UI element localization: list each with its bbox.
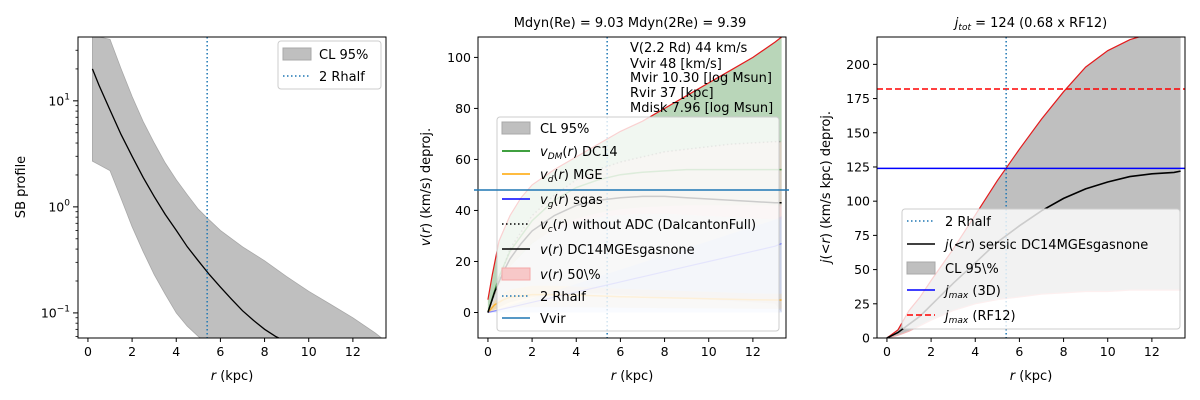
jr-ticks: 0 2 4 6 8 10 12 0 25 50 75 100 125 150 175 200 — [846, 57, 1160, 359]
annotation-mdisk: Mdisk 7.96 [log Msun] — [630, 101, 773, 116]
sb-legend: CL 95% 2 Rhalf — [277, 40, 382, 90]
jr-x-axis-label: r (kpc) — [1010, 369, 1053, 384]
x-tick-label: 0 — [84, 344, 92, 359]
y-tick-label: 101 — [48, 92, 70, 108]
legend-vvir-label: Vvir — [540, 312, 566, 327]
velocity-annotations: V(2.2 Rd) 44 km/s Vvir 48 [km/s] Mvir 10… — [630, 41, 773, 116]
y-tick-label: 100 — [48, 198, 70, 214]
x-tick-label: 0 — [883, 344, 891, 359]
y-tick-label: 200 — [846, 57, 870, 72]
jr-legend-box — [901, 208, 1181, 330]
legend-50pct-label: v(r) 50\% — [540, 268, 601, 283]
y-tick-label: 125 — [846, 159, 870, 174]
sb-ticks: 0 2 4 6 8 10 12 10−1 100 101 — [41, 49, 361, 359]
y-tick-label: 100 — [447, 50, 471, 65]
x-tick-label: 8 — [1060, 344, 1068, 359]
y-tick-label: 100 — [846, 194, 870, 209]
jr-legend-rhalf-label: 2 Rhalf — [945, 215, 991, 230]
velocity-axes-frame — [477, 36, 787, 339]
y-tick-label: 175 — [846, 91, 870, 106]
sb-legend-rhalf-label: 2 Rhalf — [319, 70, 365, 85]
velocity-title: Mdyn(Re) = 9.03 Mdyn(2Re) = 9.39 — [514, 16, 747, 31]
x-tick-label: 10 — [701, 344, 717, 359]
x-tick-label: 4 — [572, 344, 580, 359]
sb-ci-band — [92, 37, 382, 338]
jr-legend-jmax3d-label: jmax (3D) — [943, 284, 1001, 301]
legend-50pct-swatch — [501, 267, 531, 281]
velocity-ticks: 0 2 4 6 8 10 12 0 20 40 60 80 100 — [447, 50, 761, 359]
x-tick-label: 10 — [301, 344, 317, 359]
x-tick-label: 8 — [261, 344, 269, 359]
jr-title: jtot = 124 (0.68 x RF12) — [953, 16, 1107, 33]
x-tick-label: 10 — [1100, 344, 1116, 359]
annotation-mvir: Mvir 10.30 [log Msun] — [630, 71, 772, 86]
jr-legend-jmaxrf-label: jmax (RF12) — [943, 309, 1016, 326]
y-tick-label: 75 — [854, 228, 870, 243]
x-tick-label: 0 — [484, 344, 492, 359]
velocity-legend-box — [496, 116, 780, 332]
x-tick-label: 2 — [927, 344, 935, 359]
panel-angular-momentum: 0 2 4 6 8 10 12 0 25 50 75 100 125 150 175 200 jtot = 1… — [819, 16, 1186, 384]
x-tick-label: 4 — [971, 344, 979, 359]
legend-ci-label: CL 95% — [540, 122, 589, 137]
annotation-rvir: Rvir 37 [kpc] — [630, 86, 714, 101]
x-tick-label: 12 — [1144, 344, 1160, 359]
sb-legend-ci-label: CL 95% — [319, 48, 368, 63]
y-tick-label: 50 — [854, 262, 870, 277]
sb-x-axis-label: r (kpc) — [211, 369, 254, 384]
annotation-vvir: Vvir 48 [km/s] — [630, 57, 722, 72]
x-tick-label: 6 — [1015, 344, 1023, 359]
annotation-v22rd: V(2.2 Rd) 44 km/s — [630, 41, 748, 56]
legend-ci-swatch — [501, 121, 531, 135]
y-tick-label: 20 — [455, 254, 471, 269]
legend-vc-label: vc(r) without ADC (DalcantonFull) — [540, 218, 756, 235]
velocity-y-axis-label: v(r) (km/s) deproj. — [419, 128, 434, 246]
legend-total-label: v(r) DC14MGEsgasnone — [540, 243, 695, 258]
velocity-x-axis-label: r (kpc) — [611, 369, 654, 384]
legend-gas-label: vg(r) sgas — [540, 193, 603, 210]
x-tick-label: 2 — [128, 344, 136, 359]
x-tick-label: 6 — [616, 344, 624, 359]
panel-sb-profile: 0 2 4 6 8 10 12 10−1 100 101 r (kpc) SB profile C… — [14, 36, 387, 384]
sb-profile-line — [91, 68, 281, 338]
y-tick-label: 40 — [455, 203, 471, 218]
sb-axes-frame — [77, 36, 387, 339]
y-tick-label: 0 — [463, 305, 471, 320]
x-tick-label: 12 — [345, 344, 361, 359]
y-tick-label: 0 — [862, 331, 870, 346]
jr-legend-j-label: j(<r) sersic DC14MGEsgasnone — [943, 238, 1148, 253]
jr-legend: 2 Rhalf j(<r) sersic DC14MGEsgasnone CL … — [901, 208, 1181, 330]
x-tick-label: 12 — [745, 344, 761, 359]
y-tick-label: 80 — [455, 101, 471, 116]
jr-legend-ci-swatch — [906, 261, 936, 275]
y-tick-label: 25 — [854, 296, 870, 311]
x-tick-label: 4 — [172, 344, 180, 359]
y-tick-label: 60 — [455, 152, 471, 167]
sb-legend-ci-swatch — [282, 47, 312, 61]
velocity-legend: CL 95% vDM(r) DC14 vd(r) MGE vg(r) sgas … — [496, 116, 780, 332]
sb-y-axis-label: SB profile — [14, 156, 29, 218]
sb-plot-area — [91, 37, 382, 338]
x-tick-label: 6 — [216, 344, 224, 359]
x-tick-label: 2 — [528, 344, 536, 359]
jr-axes-frame — [876, 36, 1186, 339]
panel-velocity: 0 2 4 6 8 10 12 0 20 40 60 80 100 Mdyn(Re) = 9.03 Md… — [419, 16, 789, 384]
legend-rhalf-label: 2 Rhalf — [540, 290, 586, 305]
x-tick-label: 8 — [661, 344, 669, 359]
y-tick-label: 150 — [846, 125, 870, 140]
y-tick-label: 10−1 — [41, 304, 70, 320]
jr-legend-ci-label: CL 95\% — [945, 262, 999, 277]
legend-mge-label: vd(r) MGE — [540, 168, 603, 185]
jr-y-axis-label: j(<r) (km/s kpc) deproj. — [819, 111, 834, 265]
